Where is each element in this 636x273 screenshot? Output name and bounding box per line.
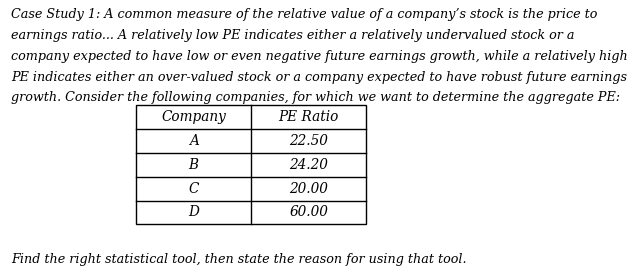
Text: growth. Consider the following companies, for which we want to determine the agg: growth. Consider the following companies…: [11, 91, 620, 104]
Text: Company: Company: [162, 110, 226, 124]
Text: 60.00: 60.00: [289, 205, 328, 219]
Text: Case Study 1: A common measure of the relative value of a company’s stock is the: Case Study 1: A common measure of the re…: [11, 8, 598, 21]
Text: earnings ratio... A relatively low PE indicates either a relatively undervalued : earnings ratio... A relatively low PE in…: [11, 29, 575, 42]
Text: PE Ratio: PE Ratio: [279, 110, 339, 124]
Text: D: D: [188, 205, 199, 219]
Bar: [136, 105, 366, 224]
Text: 24.20: 24.20: [289, 158, 328, 172]
Text: company expected to have low or even negative future earnings growth, while a re: company expected to have low or even neg…: [11, 50, 628, 63]
Text: PE indicates either an over-valued stock or a company expected to have robust fu: PE indicates either an over-valued stock…: [11, 70, 627, 84]
Text: A: A: [189, 134, 198, 148]
Text: 22.50: 22.50: [289, 134, 328, 148]
Text: Find the right statistical tool, then state the reason for using that tool.: Find the right statistical tool, then st…: [11, 253, 467, 266]
Text: 20.00: 20.00: [289, 182, 328, 196]
Text: C: C: [188, 182, 199, 196]
Text: B: B: [189, 158, 198, 172]
